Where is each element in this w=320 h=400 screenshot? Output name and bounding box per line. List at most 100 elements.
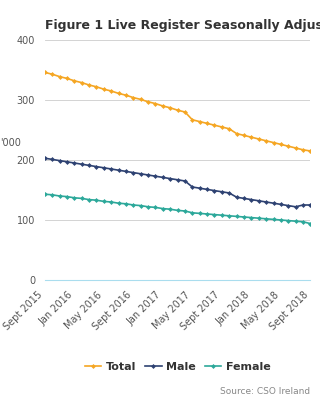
Total xyxy=(80,80,84,85)
Male xyxy=(87,163,91,168)
Total xyxy=(109,89,113,94)
Male xyxy=(183,178,187,183)
Total xyxy=(198,119,202,124)
Total xyxy=(286,144,290,149)
Total xyxy=(250,135,253,140)
Y-axis label: '000: '000 xyxy=(0,138,21,148)
Total xyxy=(65,76,69,81)
Total xyxy=(190,118,194,122)
Female xyxy=(220,213,224,218)
Total xyxy=(212,123,216,128)
Male xyxy=(80,162,84,166)
Male xyxy=(301,202,305,207)
Male xyxy=(146,173,150,178)
Male xyxy=(72,160,76,166)
Female xyxy=(235,214,238,219)
Total xyxy=(139,97,143,102)
Total xyxy=(50,72,54,77)
Total xyxy=(220,125,224,130)
Total xyxy=(294,146,298,150)
Total xyxy=(43,70,47,75)
Female xyxy=(72,196,76,200)
Total xyxy=(242,133,246,138)
Female xyxy=(294,219,298,224)
Female xyxy=(132,202,135,207)
Male xyxy=(161,175,165,180)
Male xyxy=(124,169,128,174)
Female xyxy=(212,212,216,217)
Male xyxy=(257,198,261,203)
Female xyxy=(168,207,172,212)
Total xyxy=(235,131,238,136)
Female xyxy=(161,206,165,211)
Male xyxy=(154,174,157,178)
Female xyxy=(117,201,121,206)
Female xyxy=(176,208,180,213)
Line: Total: Total xyxy=(43,71,312,153)
Female xyxy=(58,194,61,198)
Male xyxy=(308,202,312,207)
Male xyxy=(279,202,283,207)
Total xyxy=(168,105,172,110)
Female xyxy=(102,199,106,204)
Total xyxy=(272,140,276,145)
Male xyxy=(294,204,298,209)
Male xyxy=(242,196,246,201)
Total xyxy=(102,87,106,92)
Line: Female: Female xyxy=(43,192,312,225)
Male xyxy=(235,195,238,200)
Line: Male: Male xyxy=(43,156,312,208)
Female xyxy=(250,215,253,220)
Male xyxy=(50,157,54,162)
Male xyxy=(65,159,69,164)
Male xyxy=(220,190,224,194)
Female xyxy=(242,214,246,219)
Total xyxy=(205,121,209,126)
Female xyxy=(109,200,113,204)
Female xyxy=(205,212,209,216)
Male xyxy=(58,158,61,163)
Female xyxy=(154,205,157,210)
Female xyxy=(272,217,276,222)
Male xyxy=(132,170,135,175)
Total xyxy=(132,95,135,100)
Male xyxy=(272,201,276,206)
Text: Source: CSO Ireland: Source: CSO Ireland xyxy=(220,387,310,396)
Total xyxy=(124,93,128,98)
Male xyxy=(190,185,194,190)
Female xyxy=(87,197,91,202)
Male xyxy=(43,156,47,161)
Female xyxy=(301,219,305,224)
Female xyxy=(183,209,187,214)
Female xyxy=(43,192,47,197)
Total xyxy=(301,148,305,152)
Female xyxy=(257,216,261,221)
Female xyxy=(198,211,202,216)
Female xyxy=(308,221,312,226)
Male xyxy=(198,186,202,191)
Male xyxy=(117,168,121,173)
Female xyxy=(146,204,150,209)
Female xyxy=(80,196,84,201)
Total xyxy=(308,148,312,153)
Total xyxy=(227,126,231,131)
Legend: Total, Male, Female: Total, Male, Female xyxy=(80,358,275,376)
Female xyxy=(139,203,143,208)
Female xyxy=(264,216,268,221)
Male xyxy=(286,203,290,208)
Female xyxy=(94,198,98,203)
Male xyxy=(205,187,209,192)
Male xyxy=(102,166,106,170)
Total xyxy=(94,84,98,89)
Male xyxy=(176,178,180,182)
Text: Figure 1 Live Register Seasonally Adjusted: Figure 1 Live Register Seasonally Adjust… xyxy=(45,19,320,32)
Male xyxy=(94,164,98,169)
Total xyxy=(161,104,165,108)
Male xyxy=(264,200,268,204)
Total xyxy=(264,138,268,143)
Total xyxy=(87,83,91,88)
Total xyxy=(257,137,261,142)
Total xyxy=(146,100,150,104)
Female xyxy=(190,210,194,215)
Female xyxy=(227,214,231,218)
